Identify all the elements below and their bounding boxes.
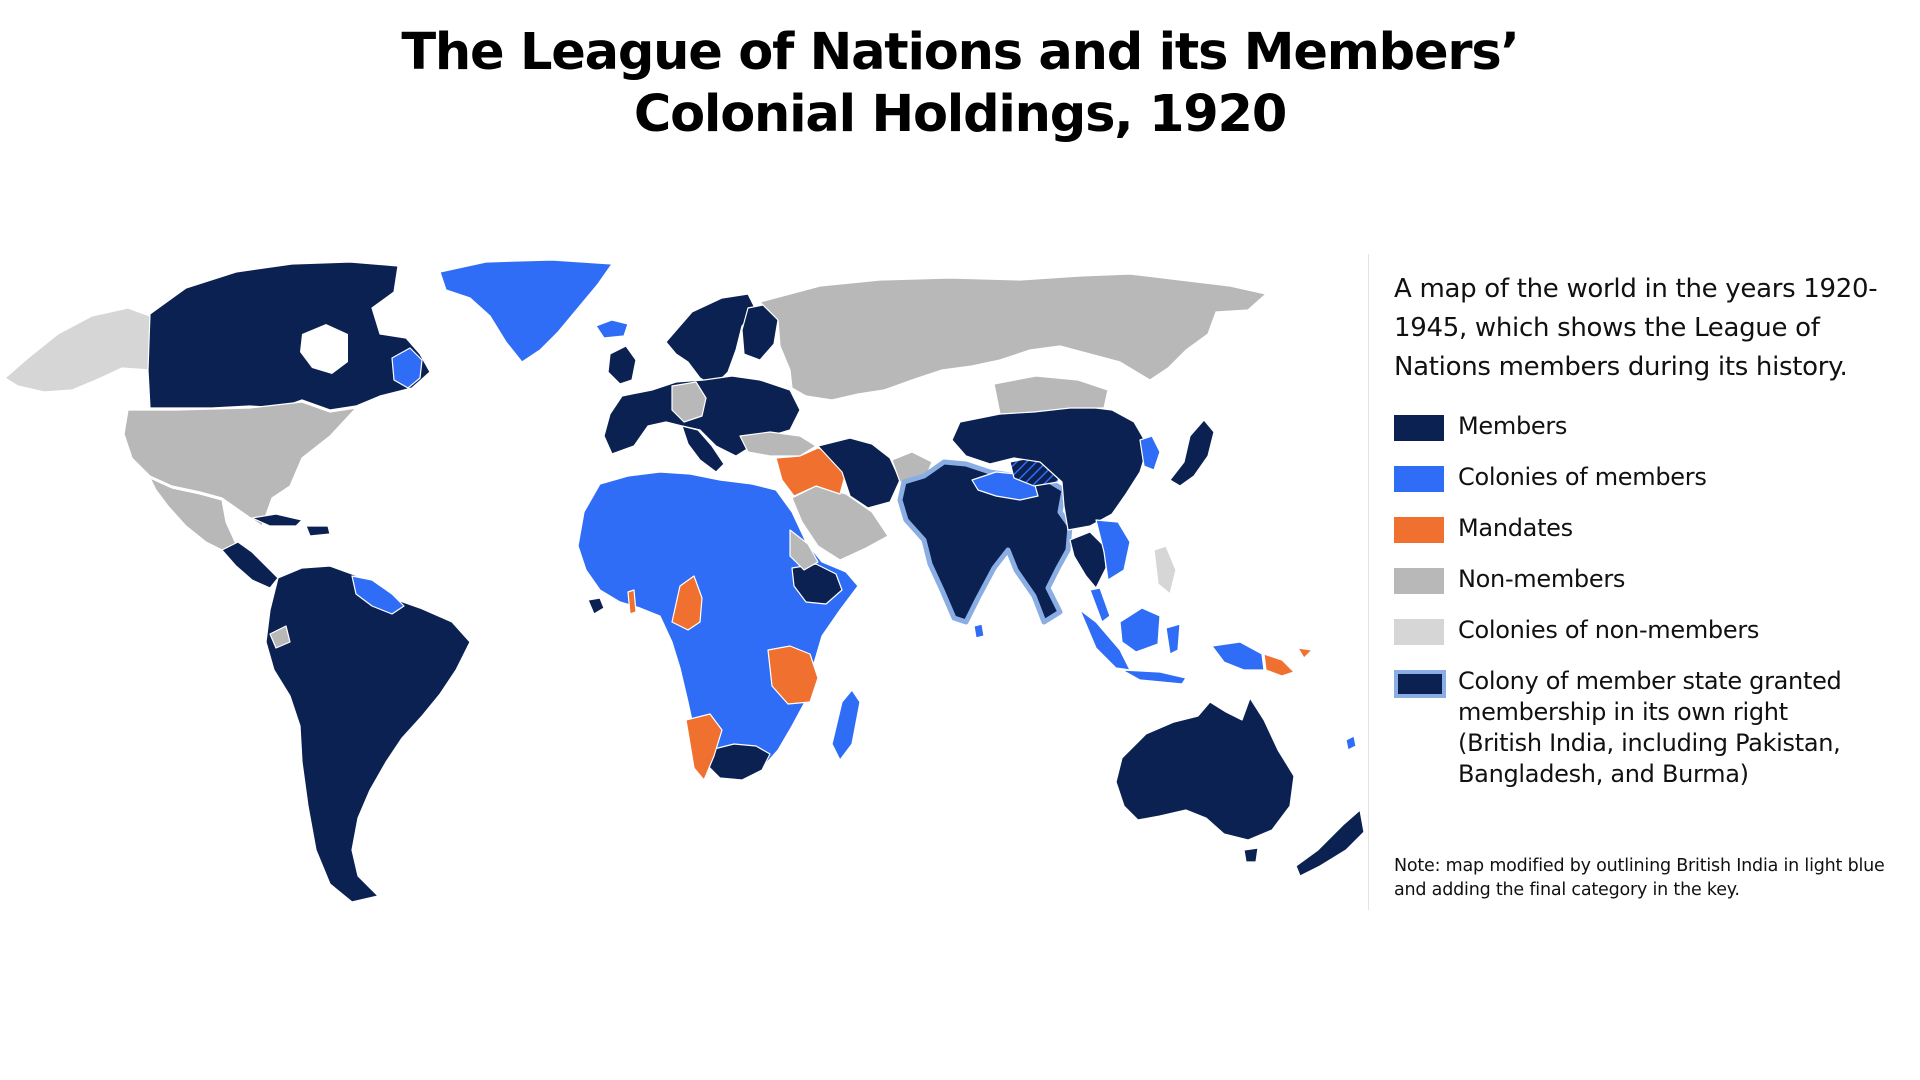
region-mandate-tanganyika <box>767 645 819 705</box>
region-south-africa <box>707 743 771 781</box>
region-madagascar <box>831 689 861 761</box>
legend-item-mandates: Mandates <box>1394 509 1914 560</box>
region-canada-hudson-bay <box>300 324 348 374</box>
legend-label-british-india-line-1: Colony of member state granted <box>1458 667 1842 695</box>
region-egypt-sudan <box>789 529 819 571</box>
region-borneo <box>1119 607 1161 653</box>
region-new-zealand <box>1295 809 1365 877</box>
region-mongolia <box>993 375 1109 415</box>
region-sulawesi <box>1165 623 1181 655</box>
map-note: Note: map modified by outlining British … <box>1394 854 1914 902</box>
region-new-guinea <box>1211 641 1265 671</box>
region-newfoundland <box>391 347 423 389</box>
region-pacific-islands <box>1345 735 1357 751</box>
region-mandates-levant-iraq <box>775 447 847 497</box>
region-scandinavia <box>665 293 757 387</box>
region-abyssinia <box>791 563 843 605</box>
legend-swatch-mandates <box>1394 517 1444 543</box>
region-uk <box>607 345 637 385</box>
legend-label-british-india-line-3: (British India, including Pakistan, <box>1458 729 1841 757</box>
region-hispaniola <box>305 525 331 537</box>
region-siam <box>1069 531 1107 589</box>
region-canada <box>147 261 431 411</box>
region-mandate-southwest-africa <box>685 713 723 781</box>
region-japan <box>1169 419 1215 487</box>
region-australia <box>1115 697 1295 841</box>
region-south-america <box>265 565 471 903</box>
region-greenland <box>439 259 613 363</box>
legend-label-non-members: Non-members <box>1458 565 1626 593</box>
region-iceland <box>595 319 629 339</box>
legend-item-non-members: Non-members <box>1394 560 1914 611</box>
region-korea <box>1139 435 1161 471</box>
region-mandate-new-guinea <box>1263 653 1295 677</box>
map-note-line-2: and adding the final category in the key… <box>1394 880 1740 900</box>
region-guianas <box>351 575 405 615</box>
world-map <box>0 250 1370 920</box>
region-central-america <box>221 541 279 589</box>
map-title-line-2: Colonial Holdings, 1920 <box>633 85 1287 144</box>
legend-label-colonies-of-non-members: Colonies of non-members <box>1458 616 1760 644</box>
region-philippines <box>1153 545 1177 595</box>
region-mandate-bismarck <box>1297 647 1313 659</box>
region-sri-lanka <box>973 623 985 639</box>
legend-swatch-british-india <box>1394 670 1446 698</box>
legend: A map of the world in the years 1920-194… <box>1394 270 1914 788</box>
region-turkey <box>739 431 817 457</box>
map-title-line-1: The League of Nations and its Members’ <box>401 23 1520 82</box>
region-usa <box>123 401 357 527</box>
legend-label-british-india-line-2: membership in its own right <box>1458 698 1788 726</box>
legend-label-mandates: Mandates <box>1458 514 1573 542</box>
region-ussr <box>759 273 1267 401</box>
region-mandate-togo <box>627 589 637 615</box>
region-cuba <box>251 513 303 527</box>
map-title: The League of Nations and its Members’ C… <box>0 22 1920 146</box>
region-alaska <box>4 307 151 393</box>
legend-description: A map of the world in the years 1920-194… <box>1394 274 1878 382</box>
legend-label-british-india-line-4: Bangladesh, and Burma) <box>1458 760 1749 788</box>
world-map-svg <box>4 259 1365 903</box>
region-indochina <box>1095 519 1131 581</box>
legend-swatch-members <box>1394 415 1444 441</box>
legend-swatch-colonies-of-non-members <box>1394 619 1444 645</box>
region-mandate-cameroon <box>671 575 703 631</box>
legend-item-colonies-of-members: Colonies of members <box>1394 458 1914 509</box>
region-italy <box>681 425 725 473</box>
region-java <box>1121 669 1187 685</box>
legend-label-british-india: Colony of member state granted membershi… <box>1458 666 1908 790</box>
legend-item-british-india: Colony of member state granted membershi… <box>1394 662 1914 788</box>
legend-divider <box>1368 254 1369 910</box>
region-ecuador <box>269 625 291 649</box>
legend-item-colonies-of-non-members: Colonies of non-members <box>1394 611 1914 662</box>
legend-label-members: Members <box>1458 412 1568 440</box>
legend-item-members: Members <box>1394 407 1914 458</box>
legend-swatch-non-members <box>1394 568 1444 594</box>
region-malaya <box>1089 587 1111 623</box>
legend-label-colonies-of-members: Colonies of members <box>1458 463 1707 491</box>
map-note-line-1: Note: map modified by outlining British … <box>1394 856 1885 876</box>
region-persia <box>817 437 901 509</box>
region-liberia <box>587 597 605 615</box>
legend-swatch-colonies-of-members <box>1394 466 1444 492</box>
region-tasmania <box>1243 847 1259 863</box>
region-germany <box>671 381 707 423</box>
